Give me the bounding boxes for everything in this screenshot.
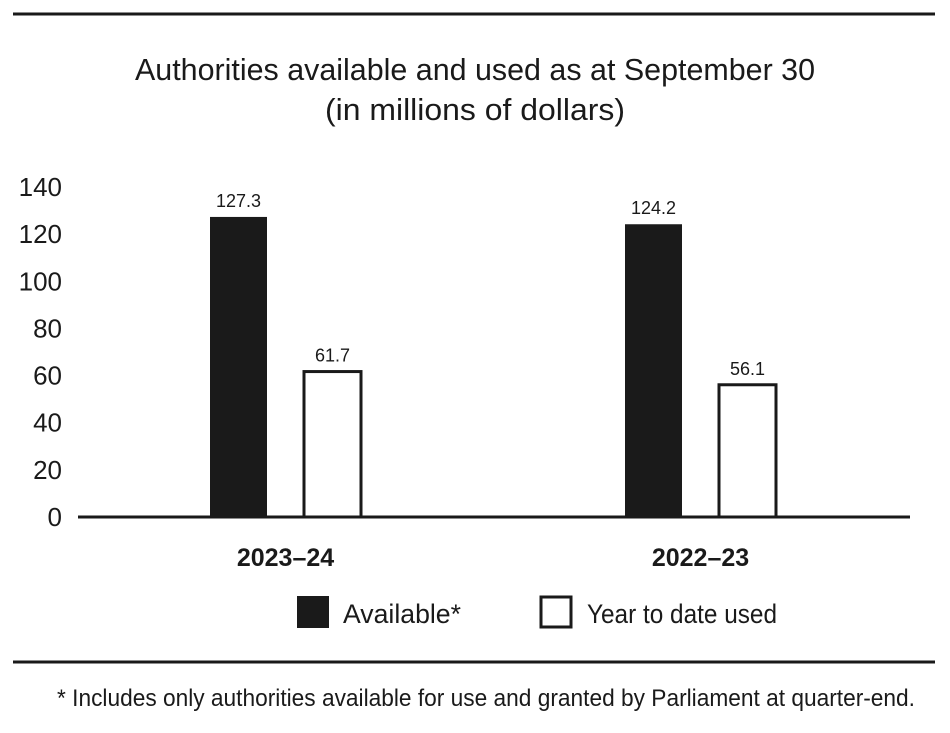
y-tick-label: 60 (33, 361, 62, 391)
y-tick-label: 120 (19, 219, 62, 249)
y-tick-label: 40 (33, 408, 62, 438)
data-label: 127.3 (216, 191, 261, 211)
chart-subtitle: (in millions of dollars) (325, 92, 625, 127)
bar-available (625, 224, 682, 517)
data-label: 61.7 (315, 346, 350, 366)
chart-title: Authorities available and used as at Sep… (135, 52, 815, 87)
legend-swatch-available (297, 596, 329, 628)
bar-available (210, 216, 267, 517)
bar-used (717, 383, 778, 519)
legend-swatch-used (539, 595, 573, 629)
data-label: 124.2 (631, 198, 676, 218)
y-tick-label: 140 (19, 172, 62, 202)
x-category-label: 2023–24 (237, 544, 334, 572)
y-tick-label: 20 (33, 455, 62, 485)
legend-label-used: Year to date used (587, 599, 777, 629)
data-label: 56.1 (730, 359, 765, 379)
legend: Available* Year to date used (297, 595, 777, 629)
x-category-label: 2022–23 (652, 544, 749, 572)
y-tick-label: 80 (33, 313, 62, 343)
y-tick-label: 0 (48, 502, 62, 532)
footnote: * Includes only authorities available fo… (57, 685, 915, 712)
bar-used (302, 370, 363, 519)
y-tick-label: 100 (19, 266, 62, 296)
legend-label-available: Available* (343, 599, 461, 629)
